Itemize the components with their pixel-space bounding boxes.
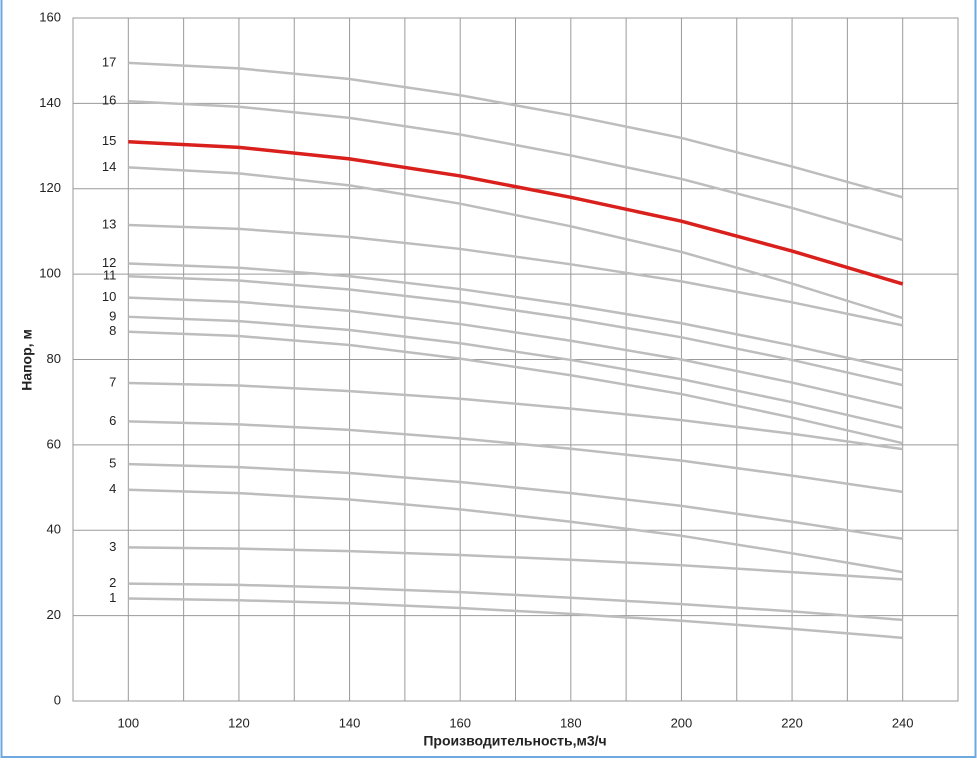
series-label: 11 (103, 268, 117, 283)
y-tick-label: 140 (39, 95, 61, 110)
y-tick-label: 80 (47, 351, 61, 366)
y-tick-label: 60 (47, 436, 61, 451)
y-tick-label: 20 (47, 607, 61, 622)
series-line (128, 99, 904, 242)
x-tick-label: 180 (560, 715, 582, 730)
series-label: 2 (109, 575, 116, 590)
series-line (128, 166, 904, 320)
series-label: 3 (109, 539, 116, 554)
series-line (128, 582, 903, 622)
series-label: 6 (109, 413, 116, 428)
series-line (128, 462, 903, 541)
series-label: 13 (102, 216, 116, 231)
series-line (128, 330, 903, 445)
x-tick-label: 140 (339, 715, 361, 730)
y-tick-label: 120 (39, 180, 61, 195)
y-axis-title: Напор, м (19, 329, 35, 391)
series-line (128, 61, 904, 199)
series-line (128, 546, 903, 581)
y-tick-label: 40 (47, 522, 61, 537)
x-tick-label: 220 (781, 715, 803, 730)
series-line (128, 420, 903, 494)
series-label: 9 (109, 308, 116, 323)
x-axis-title: Производительность,м3/ч (423, 733, 606, 749)
series-label: 1 (109, 590, 116, 605)
y-tick-label: 160 (39, 9, 61, 24)
series-label: 4 (109, 481, 116, 496)
series-label: 10 (102, 289, 116, 304)
series-line (128, 275, 903, 387)
x-tick-label: 240 (892, 715, 914, 730)
series-label: 7 (109, 374, 116, 389)
series-line (128, 381, 903, 451)
series-label: 5 (109, 456, 116, 471)
series-line (128, 597, 903, 640)
series-label: 12 (102, 255, 116, 270)
series-label: 8 (109, 323, 116, 338)
series-label: 16 (102, 93, 116, 108)
series-line (128, 140, 904, 286)
series-line (128, 315, 903, 430)
x-tick-label: 100 (117, 715, 139, 730)
y-tick-label: 100 (39, 266, 61, 281)
series-label: 15 (102, 133, 116, 148)
series-line (128, 262, 903, 372)
y-tick-label: 0 (54, 692, 61, 707)
x-tick-label: 160 (449, 715, 471, 730)
series-line (128, 296, 903, 410)
x-tick-label: 200 (671, 715, 693, 730)
series-line (128, 223, 903, 327)
series-line (128, 488, 903, 574)
x-tick-label: 120 (228, 715, 250, 730)
series-label: 14 (102, 159, 116, 174)
series-label: 17 (102, 54, 116, 69)
